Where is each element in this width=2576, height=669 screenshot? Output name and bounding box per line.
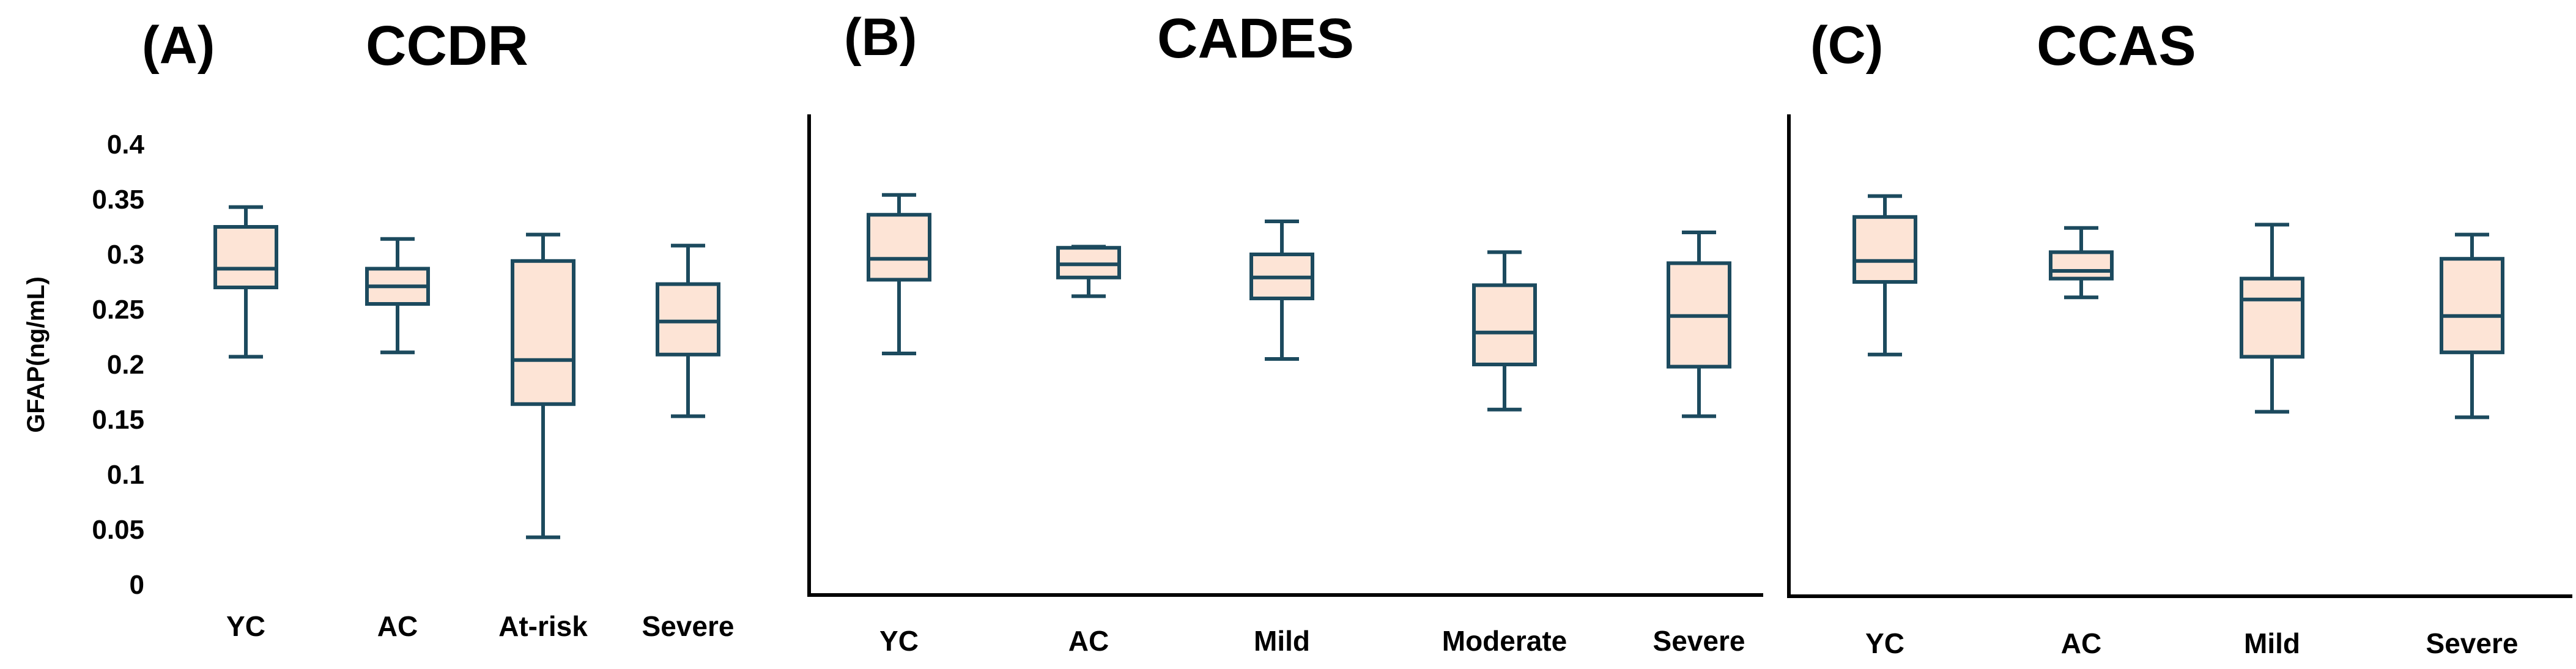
panel-c-title: CCAS [2037,15,2196,77]
iqr-box [2440,257,2504,355]
box-severe [1667,231,1731,418]
box-mild [1249,220,1314,361]
category-label: YC [879,625,919,657]
box-yc [213,205,278,359]
panel-a-title: CCDR [366,15,528,77]
panel-c: (C) CCAS YC AC Mild Severe [1787,15,2572,659]
iqr-box [1852,215,1917,284]
iqr-box [656,282,720,357]
box-severe [2440,232,2504,420]
panel-c-axes [1787,114,2572,598]
box-ac [1056,245,1121,298]
category-label: Mild [1254,625,1310,657]
panel-c-label: (C) [1810,16,1883,75]
iqr-box [867,213,931,282]
panel-b: (B) CADES YC AC Mild Moderate Severe [807,7,1763,657]
y-tick-label: 0.25 [92,295,144,325]
category-label: YC [226,610,265,642]
category-label: At-risk [498,610,588,642]
panel-b-title: CADES [1157,7,1354,70]
y-tick-labels: 0 0.05 0.1 0.15 0.2 0.25 0.3 0.35 0.4 [92,130,144,600]
panel-c-category-labels: YC AC Mild Severe [1865,627,2518,659]
panel-b-boxes [867,193,1731,418]
panel-a-category-labels: YC AC At-risk Severe [226,610,734,642]
panel-a: (A) CCDR GFAP(ng/mL) 0 0.05 0.1 0.15 0.2 0.25… [23,15,734,642]
y-tick-label: 0.15 [92,405,144,435]
category-label: Severe [1653,625,1745,657]
category-label: AC [377,610,418,642]
box-mild [2240,223,2304,414]
iqr-box [511,259,576,406]
box-ac [2049,226,2114,300]
box-ac [365,237,430,355]
category-label: YC [1865,627,1904,659]
panel-a-boxes [213,205,720,539]
y-tick-label: 0.35 [92,185,144,215]
category-label: AC [1068,625,1109,657]
category-label: Severe [642,610,735,642]
iqr-box [213,225,278,289]
box-yc [867,193,931,355]
y-tick-label: 0.2 [107,350,144,380]
y-tick-label: 0.1 [107,460,144,490]
panel-c-boxes [1852,194,2504,420]
box-severe [656,243,720,418]
panel-b-category-labels: YC AC Mild Moderate Severe [879,625,1745,657]
panel-b-label: (B) [844,8,917,67]
box-at-risk [511,232,576,539]
category-label: AC [2061,627,2101,659]
box-moderate [1472,250,1537,412]
y-tick-label: 0.05 [92,515,144,545]
category-label: Severe [2426,627,2519,659]
iqr-box [2049,250,2114,281]
y-axis-title: GFAP(ng/mL) [23,276,50,433]
panel-a-label: (A) [142,16,215,75]
category-label: Moderate [1442,625,1567,657]
iqr-box [1472,283,1537,366]
y-tick-label: 0.4 [107,130,145,160]
box-yc [1852,194,1917,357]
iqr-box [2240,276,2304,359]
y-tick-label: 0 [130,570,144,600]
y-tick-label: 0.3 [107,240,144,270]
category-label: Mild [2244,627,2300,659]
panel-b-axes [807,114,1763,597]
